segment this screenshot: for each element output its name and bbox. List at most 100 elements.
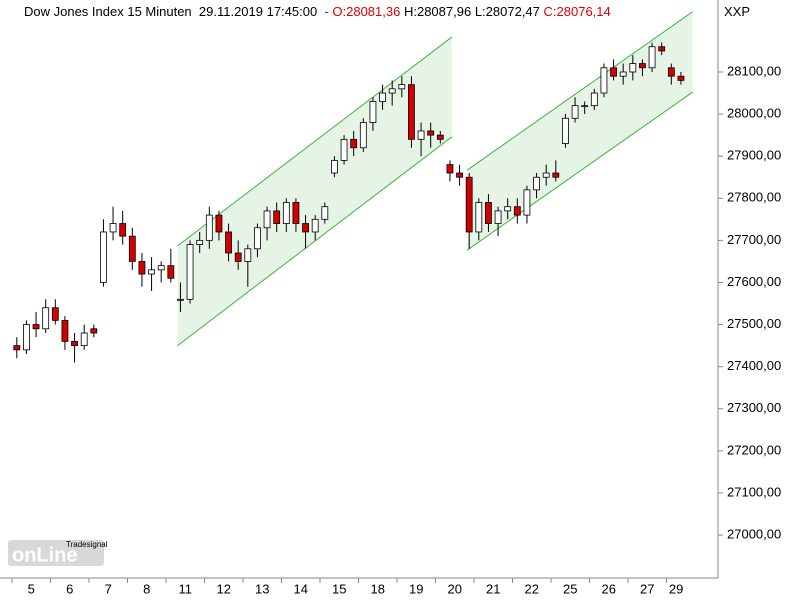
candle-body <box>600 67 608 94</box>
candle-body <box>90 328 98 334</box>
candle-body <box>302 223 309 233</box>
candle-body <box>331 159 338 174</box>
candle-body <box>205 214 213 241</box>
x-tick-label: 6 <box>66 581 73 596</box>
candle-body <box>71 341 78 347</box>
candle-body <box>465 176 473 233</box>
y-tick-label: 27600,00 <box>727 274 781 289</box>
candle-body <box>533 176 540 191</box>
candle-body <box>177 298 184 301</box>
logo-brand: Tradesignal <box>66 540 108 549</box>
candle-body <box>571 105 579 119</box>
candle-body <box>513 206 521 216</box>
y-tick-label: 28000,00 <box>727 106 781 121</box>
candle-body <box>417 130 425 140</box>
candle-body <box>590 92 598 107</box>
candle-body <box>157 265 165 271</box>
symbol: XXP <box>724 4 751 19</box>
x-tick-label: 27 <box>640 581 654 596</box>
y-tick-label: 27200,00 <box>727 442 781 457</box>
candle-body <box>648 46 656 69</box>
candle-body <box>340 138 348 161</box>
x-tick-label: 18 <box>371 581 385 596</box>
candle-body <box>398 84 406 90</box>
x-tick-label: 20 <box>448 581 462 596</box>
candle-body <box>639 63 646 69</box>
channel-line <box>177 136 453 347</box>
x-tick-label: 14 <box>294 581 308 596</box>
candle-body <box>263 210 271 229</box>
channel-line <box>466 91 693 251</box>
y-tick-label: 27000,00 <box>727 526 781 541</box>
y-tick-label: 27100,00 <box>727 484 781 499</box>
x-tick-label: 7 <box>105 581 112 596</box>
chart-header: Dow Jones Index 15 Minuten 29.11.2019 17… <box>24 4 611 19</box>
candle-body <box>619 71 627 77</box>
x-tick-label: 12 <box>217 581 231 596</box>
candle-body <box>456 172 463 178</box>
candle-body <box>475 202 483 233</box>
candle-body <box>100 231 107 283</box>
close-price: C:28076,14 <box>543 4 611 19</box>
low-price: L:28072,47 <box>474 4 540 19</box>
candle-body <box>61 319 69 342</box>
y-tick-label: 28100,00 <box>727 63 781 78</box>
candle-body <box>244 248 252 262</box>
candle-body <box>42 307 50 330</box>
candle-body <box>610 67 617 77</box>
y-tick-label: 27400,00 <box>727 358 781 373</box>
candle-body <box>504 206 512 212</box>
candle-body <box>23 324 30 351</box>
candle-body <box>485 202 492 224</box>
candle-body <box>282 202 290 224</box>
candle-body <box>225 231 232 254</box>
candle-body <box>562 117 569 144</box>
x-tick-label: 13 <box>255 581 269 596</box>
candle-body <box>148 269 155 275</box>
y-tick-label: 27900,00 <box>727 148 781 163</box>
candle-body <box>51 307 59 321</box>
high-price: H:28087,96 <box>403 4 472 19</box>
candle-body <box>369 101 377 123</box>
x-tick-label: 8 <box>143 581 150 596</box>
logo-box <box>8 540 104 566</box>
candle-body <box>311 218 319 233</box>
candle-body <box>273 210 281 224</box>
candle-body <box>254 227 261 250</box>
candle-body <box>552 172 560 178</box>
y-tick-label: 27700,00 <box>727 232 781 247</box>
candle-body <box>119 223 127 237</box>
logo-name: onLine <box>12 544 78 566</box>
x-tick-label: 15 <box>332 581 346 596</box>
instrument: Dow Jones Index 15 Minuten <box>24 4 192 19</box>
candle-body <box>379 92 386 102</box>
candle-body <box>408 84 415 140</box>
x-tick-label: 11 <box>179 581 193 596</box>
candle-body <box>677 75 685 81</box>
channel-line <box>466 11 693 171</box>
candle-body <box>388 88 396 94</box>
x-tick-label: 29 <box>669 581 683 596</box>
candle-body <box>13 345 21 351</box>
datetime: 29.11.2019 17:45:00 <box>198 4 318 19</box>
channel-area <box>177 37 452 346</box>
candle-body <box>523 189 531 216</box>
open-price: - O:28081,36 <box>324 4 401 19</box>
candle-body <box>234 252 242 262</box>
candle-body <box>215 214 223 233</box>
candle-body <box>128 235 136 262</box>
x-tick-label: 25 <box>563 581 577 596</box>
candle-body <box>186 244 194 300</box>
candle-body <box>167 265 175 279</box>
candle-body <box>446 164 454 174</box>
candle-body <box>581 105 589 108</box>
candle-body <box>359 122 367 149</box>
logo: Tradesignal onLine <box>8 540 108 566</box>
y-tick-label: 27800,00 <box>727 190 781 205</box>
x-tick-label: 5 <box>28 581 35 596</box>
x-tick-label: 26 <box>602 581 616 596</box>
candle-body <box>658 46 666 52</box>
candle-body <box>436 134 444 140</box>
